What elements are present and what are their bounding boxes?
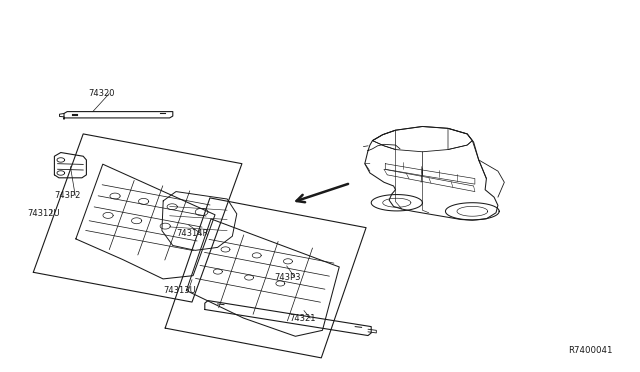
Text: R7400041: R7400041 [568, 346, 613, 355]
Text: 74320: 74320 [88, 89, 115, 98]
Text: 74312U: 74312U [27, 209, 60, 218]
Text: 74314R: 74314R [176, 229, 209, 238]
Text: 74313U: 74313U [163, 286, 196, 295]
Text: 743P2: 743P2 [54, 191, 81, 200]
Text: 74321: 74321 [289, 314, 316, 323]
Text: 743P3: 743P3 [274, 273, 300, 282]
